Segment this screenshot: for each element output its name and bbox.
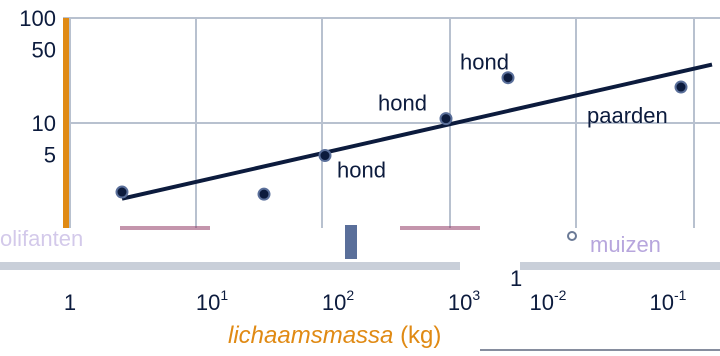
y-axis-bar	[63, 18, 69, 230]
y-tick-label: 50	[32, 38, 56, 63]
y-tick-label: 100	[19, 6, 56, 31]
data-point	[501, 71, 515, 85]
trendline	[121, 62, 713, 201]
x-tick-label: 10-1	[650, 287, 687, 315]
y-tick-labels: 100 50 10 5	[19, 6, 56, 168]
data-point	[115, 185, 129, 199]
grid-lines	[63, 17, 720, 260]
trendline-line	[121, 62, 713, 201]
data-point	[257, 187, 271, 201]
point-label: hond	[378, 91, 427, 116]
x-tick-label: 1	[64, 290, 76, 315]
x-tick-label: 102	[322, 287, 354, 315]
olifanten-label: olifanten	[0, 226, 83, 251]
point-label: hond	[337, 158, 386, 183]
x-tick-label: 103	[448, 287, 480, 315]
data-point	[439, 112, 453, 126]
data-point	[674, 80, 688, 94]
y-tick-label: 5	[44, 143, 56, 168]
point-label: hond	[460, 50, 509, 75]
artifact-band: olifanten muizen	[0, 225, 720, 270]
x-axis-label-main: lichaamsmassa	[228, 322, 394, 349]
stray-tick-label: 1	[510, 266, 522, 291]
data-points: hond hond hond paarden	[115, 50, 688, 201]
x-tick-label: 101	[196, 287, 228, 315]
x-tick-label: 10-2	[530, 287, 567, 315]
x-tick-labels: 1 101 102 103 10-2 10-1	[64, 287, 687, 315]
point-label: paarden	[587, 103, 668, 128]
data-point	[318, 149, 332, 163]
x-axis-label-unit: (kg)	[400, 322, 442, 349]
x-axis-label: lichaamsmassa (kg)	[228, 322, 441, 350]
muizen-label: muizen	[590, 232, 661, 257]
y-tick-label: 10	[32, 111, 56, 136]
